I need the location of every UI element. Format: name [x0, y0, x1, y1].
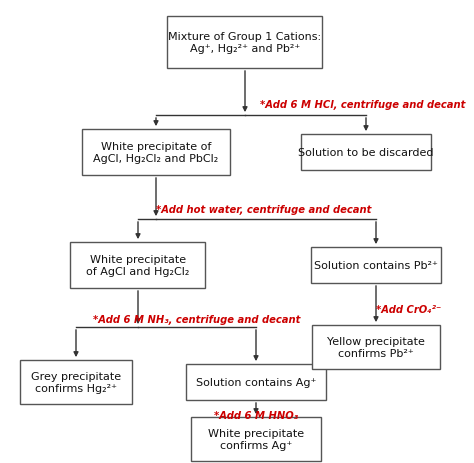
Text: White precipitate
confirms Ag⁺: White precipitate confirms Ag⁺ [208, 428, 304, 450]
FancyBboxPatch shape [301, 135, 431, 171]
Text: Solution contains Ag⁺: Solution contains Ag⁺ [196, 377, 316, 387]
Text: *Add CrO₄²⁻: *Add CrO₄²⁻ [376, 304, 441, 314]
Text: *Add hot water, centrifuge and decant: *Add hot water, centrifuge and decant [156, 205, 371, 214]
FancyBboxPatch shape [20, 360, 132, 404]
Text: Solution to be discarded: Solution to be discarded [298, 148, 434, 158]
FancyBboxPatch shape [311, 247, 441, 283]
FancyBboxPatch shape [191, 417, 321, 461]
FancyBboxPatch shape [82, 130, 230, 175]
Text: *Add 6 M NH₃, centrifuge and decant: *Add 6 M NH₃, centrifuge and decant [93, 314, 301, 324]
FancyBboxPatch shape [186, 364, 326, 400]
Text: *Add 6 M HNO₃: *Add 6 M HNO₃ [214, 410, 298, 420]
FancyBboxPatch shape [312, 325, 440, 369]
Text: Yellow precipitate
confirms Pb²⁺: Yellow precipitate confirms Pb²⁺ [327, 336, 425, 359]
Text: Solution contains Pb²⁺: Solution contains Pb²⁺ [314, 260, 438, 270]
FancyBboxPatch shape [167, 17, 322, 69]
Text: White precipitate of
AgCl, Hg₂Cl₂ and PbCl₂: White precipitate of AgCl, Hg₂Cl₂ and Pb… [93, 141, 219, 164]
FancyBboxPatch shape [71, 243, 206, 288]
Text: *Add 6 M HCl, centrifuge and decant: *Add 6 M HCl, centrifuge and decant [260, 100, 465, 110]
Text: White precipitate
of AgCl and Hg₂Cl₂: White precipitate of AgCl and Hg₂Cl₂ [86, 254, 190, 277]
Text: Grey precipitate
confirms Hg₂²⁺: Grey precipitate confirms Hg₂²⁺ [31, 371, 121, 394]
Text: Mixture of Group 1 Cations:
Ag⁺, Hg₂²⁺ and Pb²⁺: Mixture of Group 1 Cations: Ag⁺, Hg₂²⁺ a… [168, 31, 321, 54]
